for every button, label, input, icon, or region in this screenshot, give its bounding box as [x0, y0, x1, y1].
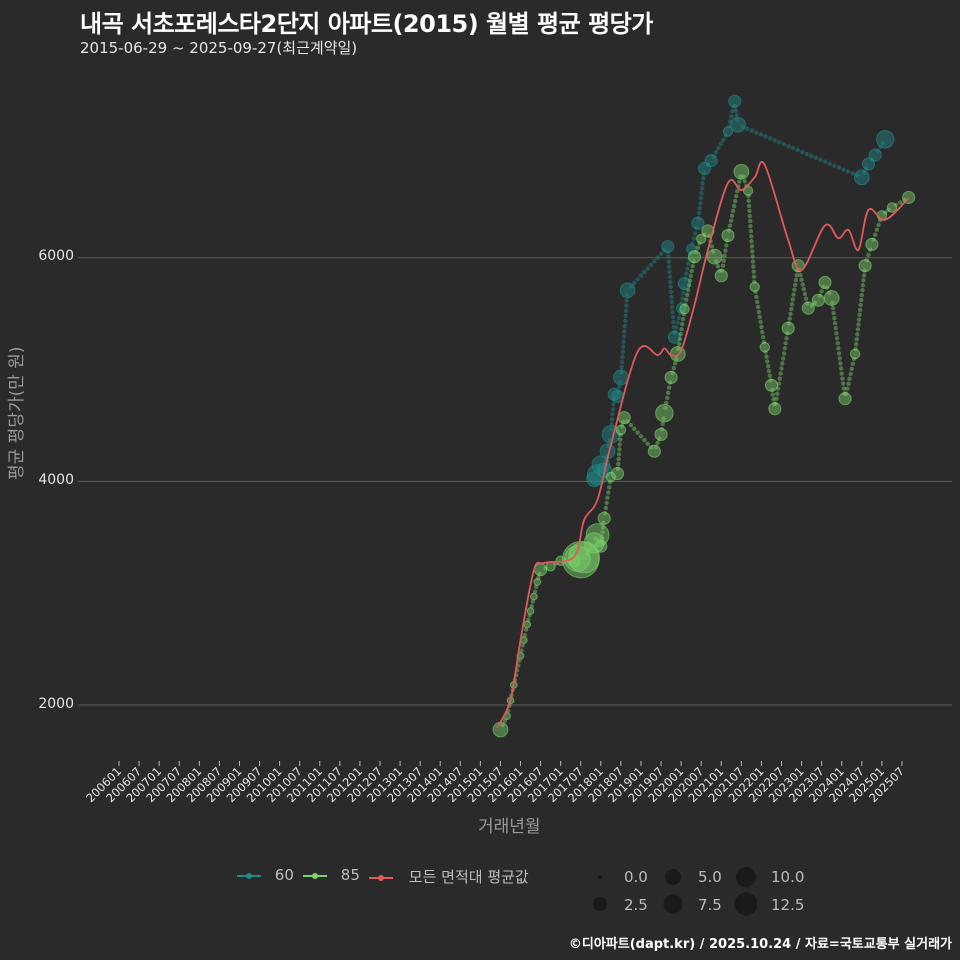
chart-subtitle: 2015-06-29 ~ 2025-09-27(최근계약일): [80, 39, 358, 57]
gridlines: [78, 257, 952, 706]
size-legend-7-5: 7.5: [698, 896, 722, 914]
legend-item-60: 60: [236, 866, 294, 884]
y-tick-4000: 4000: [38, 472, 74, 488]
size-legend-12-5: 12.5: [771, 896, 805, 914]
legend-item-85: 85: [302, 866, 360, 884]
size-legend-2-5: 2.5: [624, 896, 648, 914]
series-average: [496, 161, 910, 729]
y-tick-6000: 6000: [38, 248, 74, 264]
size-legend-10: 10.0: [771, 868, 805, 886]
size-legend-5: 5.0: [698, 868, 722, 886]
chart-title: 내곡 서초포레스타2단지 아파트(2015) 월별 평균 평당가: [80, 10, 653, 38]
x-axis-label: 거래년월: [478, 817, 541, 837]
legend-60-icon: [237, 872, 261, 879]
size-legend-0: 0.0: [624, 868, 648, 886]
series-85: [492, 163, 916, 738]
footer-credit: ©디아파트(dapt.kr) / 2025.10.24 / 자료=국토교통부 실…: [568, 937, 952, 952]
legend-average-icon: [369, 874, 393, 881]
y-tick-2000: 2000: [38, 696, 74, 712]
legend-item-average: 모든 면적대 평균값: [368, 866, 529, 887]
legend-85-icon: [303, 872, 327, 879]
